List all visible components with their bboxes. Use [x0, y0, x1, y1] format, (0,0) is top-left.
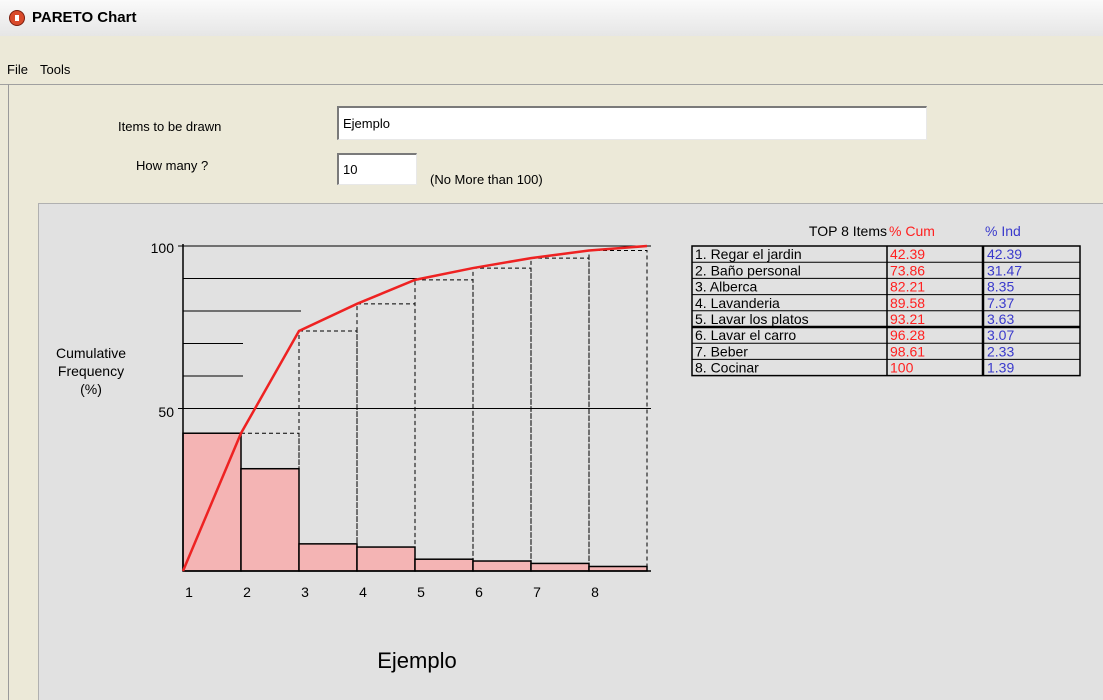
bar-5: [414, 558, 474, 572]
table-ind-header: % Ind: [985, 223, 1021, 239]
y-axis-label: Cumulative Frequency (%): [56, 345, 126, 397]
cum-box-8: [588, 250, 648, 572]
x-tick-3: 3: [301, 584, 309, 600]
x-tick-6: 6: [475, 584, 483, 600]
table-item-name: 5. Lavar los platos: [695, 311, 809, 327]
menu-file[interactable]: File: [7, 62, 28, 77]
table-item-name: 3. Alberca: [695, 279, 757, 295]
x-tick-8: 8: [591, 584, 599, 600]
table-item-cum: 98.61: [890, 343, 925, 359]
bar-6: [472, 560, 532, 572]
cumulative-line: [181, 244, 648, 572]
y-tick-50: 50: [158, 404, 174, 420]
items-label: Items to be drawn: [118, 119, 222, 134]
bar-3: [298, 543, 358, 572]
table-item-ind: 42.39: [987, 246, 1022, 262]
menu-bar: [0, 58, 1103, 82]
table-item-ind: 1.39: [987, 360, 1014, 376]
title-bar: PARETO Chart: [0, 0, 1103, 37]
howmany-hint: (No More than 100): [430, 172, 543, 187]
cum-box-7: [530, 257, 590, 572]
table-item-name: 6. Lavar el carro: [695, 327, 796, 343]
x-tick-5: 5: [417, 584, 425, 600]
table-item-name: 7. Beber: [695, 343, 748, 359]
pareto-chart: 1 2 3 4 5 6 7 8 100 50 Cumulative Frequency (%) E…: [56, 223, 1081, 673]
x-tick-7: 7: [533, 584, 541, 600]
cum-box-5: [414, 279, 474, 572]
table-item-cum: 89.58: [890, 295, 925, 311]
x-tick-labels: 1 2 3 4 5 6 7 8: [185, 584, 599, 600]
items-input[interactable]: [337, 106, 927, 140]
y-label-line: (%): [80, 381, 102, 397]
bar-2: [240, 467, 300, 572]
table-item-cum: 82.21: [890, 279, 925, 295]
window-title: PARETO Chart: [32, 9, 137, 26]
table-header: TOP 8 Items: [809, 223, 887, 239]
table-item-ind: 31.47: [987, 262, 1022, 278]
table-cum-header: % Cum: [889, 223, 935, 239]
table-item-name: 2. Baño personal: [695, 262, 801, 278]
menu-tools[interactable]: Tools: [40, 62, 71, 77]
table-item-name: 8. Cocinar: [695, 360, 759, 376]
table-item-ind: 2.33: [987, 343, 1014, 359]
grid-lines: [183, 245, 651, 539]
axes: [178, 244, 651, 572]
app-icon: [9, 10, 25, 26]
cum-box-3: [298, 330, 358, 572]
y-label-line: Frequency: [58, 363, 124, 379]
table-item-cum: 73.86: [890, 262, 925, 278]
howmany-input[interactable]: [337, 153, 417, 185]
table-item-ind: 3.07: [987, 327, 1014, 343]
y-label-line: Cumulative: [56, 345, 126, 361]
table-item-ind: 7.37: [987, 295, 1014, 311]
cumulative-boxes: [240, 250, 648, 572]
x-tick-2: 2: [243, 584, 251, 600]
table-item-cum: 100: [890, 360, 914, 376]
table-item-ind: 8.35: [987, 279, 1014, 295]
bar-4: [356, 546, 416, 572]
table-item-ind: 3.63: [987, 311, 1014, 327]
cum-box-4: [356, 303, 416, 572]
x-axis-label: Ejemplo: [377, 648, 456, 673]
table-item-cum: 42.39: [890, 246, 925, 262]
table-item-name: 4. Lavanderia: [695, 295, 780, 311]
table-item-cum: 93.21: [890, 311, 925, 327]
cum-box-6: [472, 267, 532, 572]
top-items-table: TOP 8 Items% Cum % Ind 1. Regar el jardin 4…: [691, 223, 1081, 377]
howmany-label: How many ?: [136, 158, 209, 173]
x-tick-4: 4: [359, 584, 367, 600]
x-tick-1: 1: [185, 584, 193, 600]
bar-7: [530, 562, 590, 572]
table-item-cum: 96.28: [890, 327, 925, 343]
table-item-name: 1. Regar el jardin: [695, 246, 802, 262]
chart-panel: 1 2 3 4 5 6 7 8 100 50 Cumulative Frequency (%) E…: [38, 203, 1103, 700]
y-tick-100: 100: [151, 240, 175, 256]
